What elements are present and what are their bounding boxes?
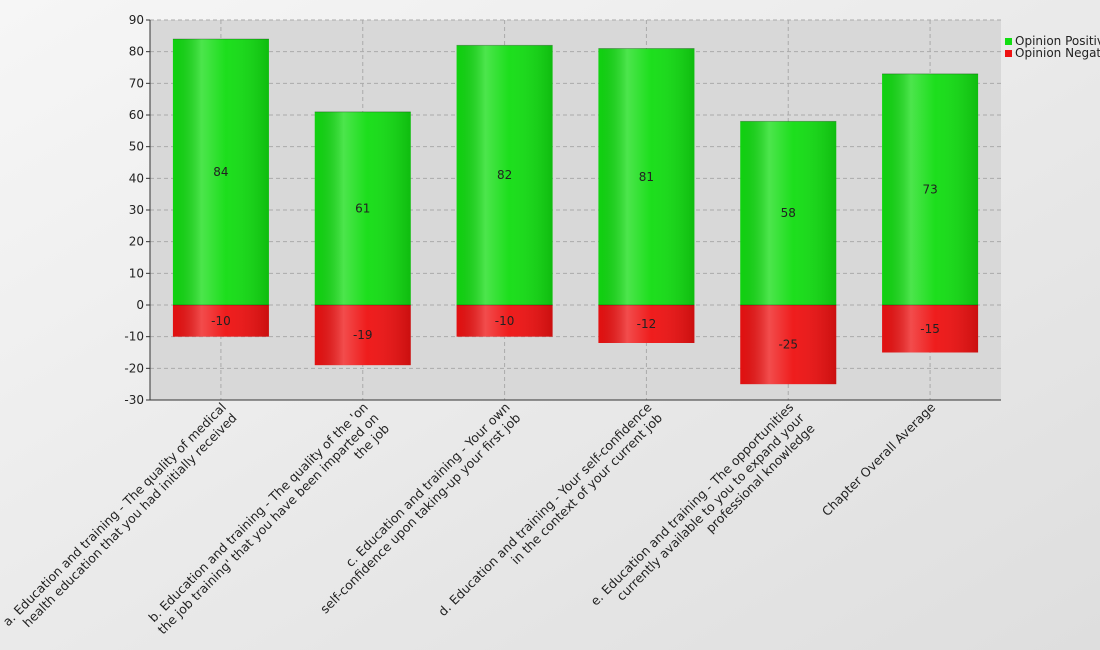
- legend-label: Opinion Negative: [1015, 46, 1100, 60]
- value-label: 73: [922, 182, 937, 196]
- bar-shine: [598, 48, 695, 305]
- bar-shine: [456, 45, 553, 305]
- value-label: -15: [920, 322, 940, 336]
- bar-shine: [314, 111, 411, 305]
- value-label: 82: [497, 168, 512, 182]
- bar-shine: [314, 305, 411, 366]
- y-tick-label: -30: [124, 393, 144, 407]
- bar-shine: [456, 305, 553, 337]
- value-label: 58: [781, 206, 796, 220]
- y-tick-label: 70: [129, 76, 144, 90]
- value-label: 61: [355, 201, 370, 215]
- value-label: 81: [639, 170, 654, 184]
- legend-swatch: [1005, 50, 1012, 57]
- value-label: -12: [637, 317, 657, 331]
- y-tick-label: -10: [124, 330, 144, 344]
- bar-shine: [172, 39, 269, 305]
- y-tick-label: 30: [129, 203, 144, 217]
- y-tick-label: 80: [129, 45, 144, 59]
- bar-shine: [172, 305, 269, 337]
- y-tick-label: 50: [129, 140, 144, 154]
- value-label: -10: [211, 314, 231, 328]
- value-label: 84: [213, 165, 228, 179]
- bar-shine: [740, 305, 837, 385]
- y-tick-label: 40: [129, 171, 144, 185]
- bar-shine: [598, 305, 695, 343]
- bar-shine: [740, 121, 837, 305]
- value-label: -10: [495, 314, 515, 328]
- y-tick-label: -20: [124, 361, 144, 375]
- y-tick-label: 20: [129, 235, 144, 249]
- bar-shine: [882, 305, 979, 353]
- legend-label: Opinion Positive: [1015, 34, 1100, 48]
- legend-swatch: [1005, 38, 1012, 45]
- y-tick-label: 60: [129, 108, 144, 122]
- value-label: -19: [353, 328, 373, 342]
- y-tick-label: 0: [136, 298, 144, 312]
- value-label: -25: [778, 338, 798, 352]
- y-tick-label: 90: [129, 13, 144, 27]
- bar-shine: [882, 73, 979, 305]
- y-tick-label: 10: [129, 266, 144, 280]
